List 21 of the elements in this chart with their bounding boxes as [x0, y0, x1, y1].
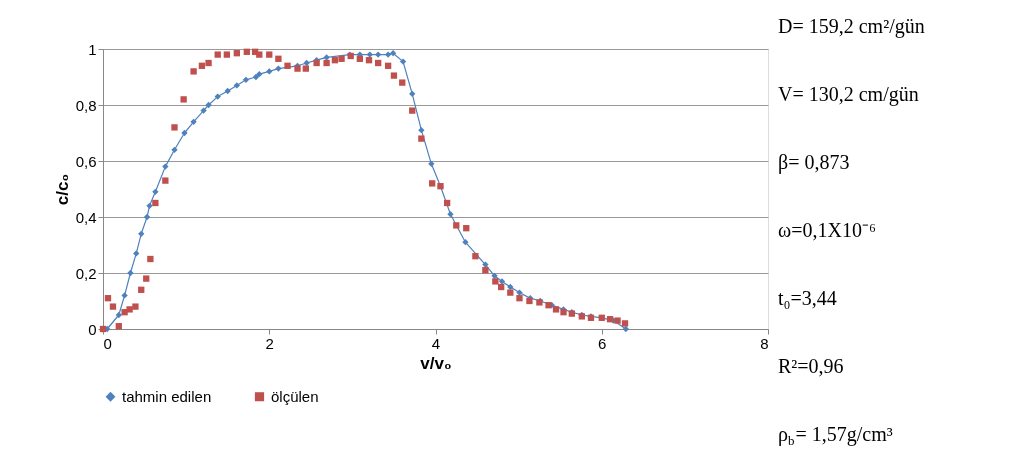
x-axis-title: v/v₀: [420, 353, 452, 373]
legend-label: tahmin edilen: [122, 387, 212, 405]
text: R²=0,96: [778, 355, 844, 377]
text: β= 0,873: [778, 151, 850, 174]
x-tick-label: 0: [103, 334, 112, 352]
x-tick-label: 6: [598, 334, 607, 352]
y-tick-label: 0: [88, 320, 97, 338]
x-tick-label: 8: [760, 334, 769, 352]
y-tick-label: 0,4: [75, 208, 97, 226]
y-tick-label: 0,8: [75, 96, 97, 114]
y-axis-title: c/c₀: [52, 173, 72, 206]
text: ω=0,1X10⁻⁶: [778, 219, 876, 241]
y-tick-label: 0,6: [75, 152, 97, 170]
x-tick-label: 2: [265, 334, 274, 352]
legend-label: ölçülen: [271, 387, 319, 405]
x-tick-label: 4: [431, 334, 441, 352]
text: t₀=3,44: [778, 287, 837, 309]
y-tick-label: 1: [88, 40, 97, 58]
text: V= 130,2 cm/gün: [778, 83, 919, 106]
text: D= 159,2 cm²/gün: [778, 15, 925, 38]
y-tick-label: 0,2: [75, 264, 97, 282]
